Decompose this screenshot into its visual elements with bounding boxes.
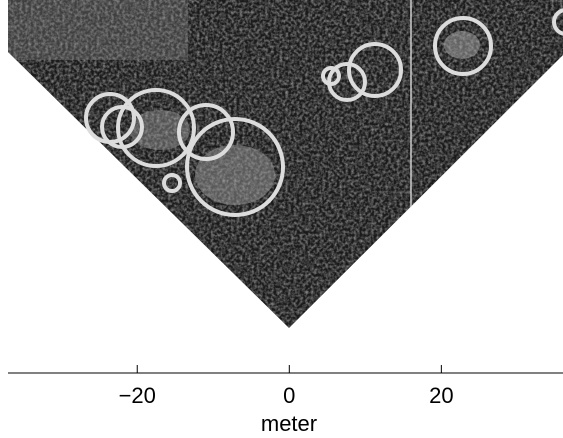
x-tick-label: −20 xyxy=(119,383,156,408)
x-axis-label: meter xyxy=(261,411,317,436)
x-tick-label: 0 xyxy=(283,383,295,408)
x-tick-label: 20 xyxy=(429,383,453,408)
sonar-image xyxy=(8,0,563,328)
